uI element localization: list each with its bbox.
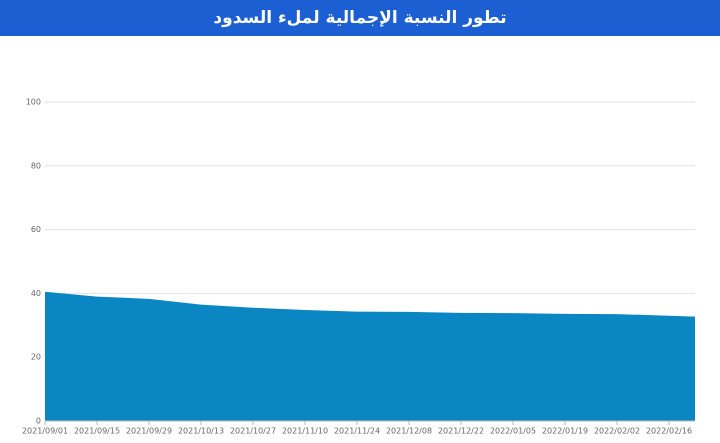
x-tick-label: 2021/09/29	[126, 427, 172, 436]
y-tick-label: 80	[31, 161, 41, 170]
header-bar	[0, 0, 720, 36]
x-tick-label: 2022/01/19	[542, 427, 588, 436]
x-tick-label: 2021/12/08	[386, 427, 432, 436]
x-tick-label: 2021/10/13	[178, 427, 224, 436]
x-tick-label: 2021/09/15	[74, 427, 120, 436]
chart-title: تطور النسبة الإجمالية لملء السدود	[213, 8, 506, 28]
x-tick-label: 2021/10/27	[230, 427, 276, 436]
y-tick-label: 0	[36, 417, 41, 426]
x-tick-label: 2021/11/10	[282, 427, 328, 436]
x-tick-label: 2021/12/22	[438, 427, 484, 436]
x-tick-label: 2021/11/24	[334, 427, 380, 436]
x-tick-label: 2022/02/16	[646, 427, 692, 436]
y-tick-label: 40	[31, 289, 41, 298]
x-tick-label: 2022/01/05	[490, 427, 536, 436]
y-tick-label: 20	[31, 353, 41, 362]
x-tick-label: 2021/09/01	[22, 427, 68, 436]
x-tick-label: 2022/02/02	[594, 427, 640, 436]
y-tick-label: 60	[31, 225, 41, 234]
y-tick-label: 100	[26, 98, 41, 107]
area	[45, 291, 695, 421]
